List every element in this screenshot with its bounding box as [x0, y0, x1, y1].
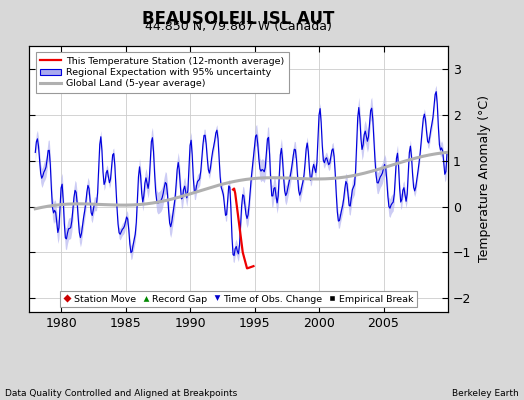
Text: 44.850 N, 79.867 W (Canada): 44.850 N, 79.867 W (Canada)	[145, 20, 332, 33]
Y-axis label: Temperature Anomaly (°C): Temperature Anomaly (°C)	[478, 96, 491, 262]
Text: Berkeley Earth: Berkeley Earth	[452, 389, 519, 398]
Text: BEAUSOLEIL ISL AUT: BEAUSOLEIL ISL AUT	[142, 10, 335, 28]
Text: Data Quality Controlled and Aligned at Breakpoints: Data Quality Controlled and Aligned at B…	[5, 389, 237, 398]
Legend: Station Move, Record Gap, Time of Obs. Change, Empirical Break: Station Move, Record Gap, Time of Obs. C…	[60, 291, 417, 307]
